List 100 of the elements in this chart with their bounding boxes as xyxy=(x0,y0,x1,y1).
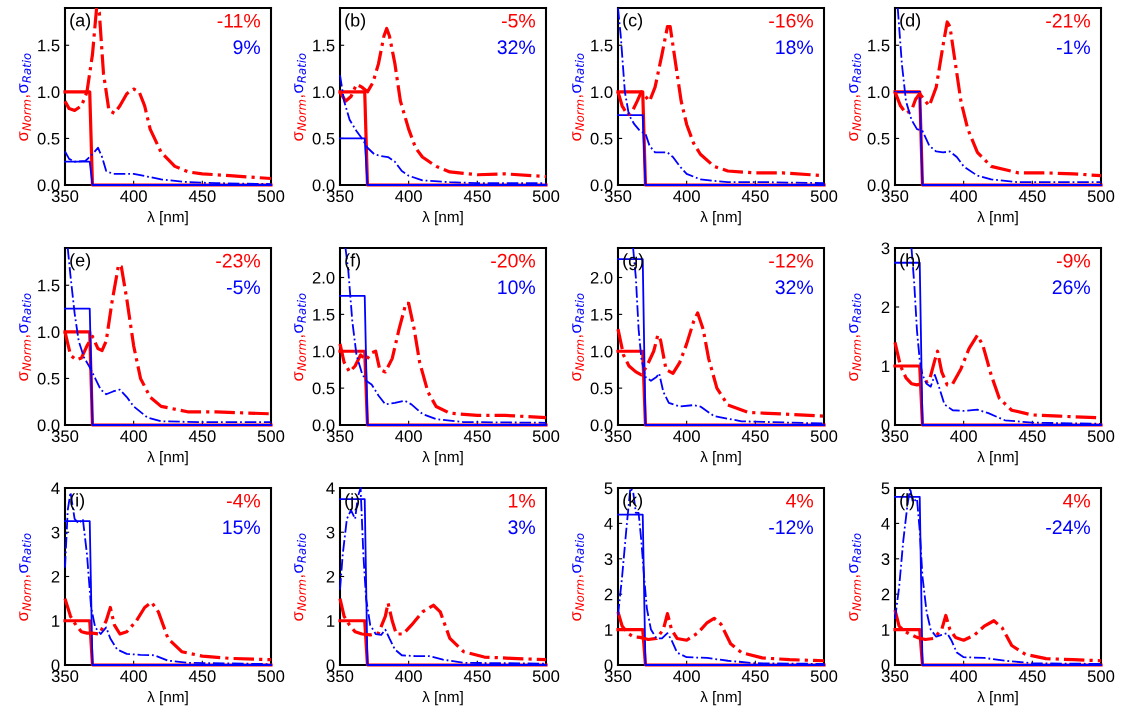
y-tick-label: 1.5 xyxy=(38,39,60,52)
x-tick-label: 400 xyxy=(120,430,147,443)
y-tick-label: 4 xyxy=(604,517,613,530)
y-tick-label: 1.5 xyxy=(591,308,613,321)
y-tick-label: 3 xyxy=(326,526,335,539)
y-axis-title: σ$_{Norm}$,σ$_{Ratio}$ xyxy=(572,53,584,141)
annotation: -24% xyxy=(1046,520,1091,535)
annotation: (d) xyxy=(900,13,921,31)
x-tick-label: 350 xyxy=(881,670,909,683)
y-tick-label: 0.0 xyxy=(590,179,613,192)
annotation: 1% xyxy=(509,493,536,508)
y-axis-title: σ$_{Norm}$,σ$_{Ratio}$ xyxy=(294,53,306,141)
y-tick-label: 0.5 xyxy=(312,382,335,395)
y-tick-label: 1.0 xyxy=(591,345,613,358)
annotation: -4% xyxy=(226,493,261,508)
y-tick-label: 1.5 xyxy=(38,279,60,292)
x-axis-title: λ [nm] xyxy=(147,210,188,226)
y-tick-label: 0.5 xyxy=(867,132,890,145)
y-tick-label: 0.0 xyxy=(312,419,335,432)
annotation: 4% xyxy=(786,493,814,508)
y-axis-title: σ$_{Norm}$,σ$_{Ratio}$ xyxy=(572,293,584,381)
y-tick-label: 2 xyxy=(604,588,613,601)
x-tick-label: 400 xyxy=(673,190,700,203)
x-tick-label: 500 xyxy=(532,670,560,683)
y-tick-label: 2 xyxy=(51,570,60,583)
x-tick-label: 450 xyxy=(188,190,216,203)
x-tick-label: 450 xyxy=(741,670,769,683)
y-tick-label: 4 xyxy=(881,517,890,530)
y-tick-label: 0.0 xyxy=(867,179,890,192)
x-tick-label: 450 xyxy=(741,190,769,203)
x-axis-title: λ [nm] xyxy=(977,450,1018,466)
x-tick-label: 500 xyxy=(532,430,560,443)
annotation: -11% xyxy=(217,13,261,28)
x-tick-label: 450 xyxy=(1018,430,1046,443)
y-tick-label: 3 xyxy=(51,526,60,539)
y-tick-label: 4 xyxy=(326,482,335,495)
y-tick-label: 2 xyxy=(326,570,335,583)
annotation: 9% xyxy=(233,40,261,55)
x-tick-label: 500 xyxy=(532,190,560,203)
y-axis-title: σ$_{Norm}$,σ$_{Ratio}$ xyxy=(19,293,31,381)
y-tick-label: 1.0 xyxy=(313,345,335,358)
x-tick-label: 350 xyxy=(604,670,632,683)
annotation: -9% xyxy=(1056,253,1091,268)
annotation: -12% xyxy=(769,253,814,268)
y-tick-label: 0 xyxy=(326,659,335,672)
y-tick-label: 1 xyxy=(327,615,335,627)
x-tick-label: 500 xyxy=(810,430,838,443)
annotation: (i) xyxy=(70,493,85,511)
annotation: -20% xyxy=(491,253,536,268)
x-tick-label: 450 xyxy=(188,430,216,443)
y-tick-label: 0.0 xyxy=(37,419,60,432)
x-tick-label: 350 xyxy=(51,430,79,443)
x-tick-label: 400 xyxy=(950,190,977,203)
annotation: -5% xyxy=(501,13,536,28)
annotation: -23% xyxy=(216,253,261,268)
annotation: (l) xyxy=(900,493,915,511)
y-axis-title: σ$_{Norm}$,σ$_{Ratio}$ xyxy=(19,533,31,621)
x-tick-label: 500 xyxy=(1087,430,1115,443)
x-tick-label: 500 xyxy=(257,670,285,683)
annotation: 4% xyxy=(1063,493,1091,508)
x-tick-label: 350 xyxy=(326,190,354,203)
x-tick-label: 400 xyxy=(673,670,700,683)
y-tick-label: 1.0 xyxy=(868,86,890,99)
y-tick-label: 0.5 xyxy=(590,132,613,145)
x-axis-title: λ [nm] xyxy=(700,690,741,706)
y-tick-label: 1.0 xyxy=(38,326,60,339)
y-tick-label: 2 xyxy=(881,301,890,314)
x-tick-label: 350 xyxy=(604,430,632,443)
y-tick-label: 2.0 xyxy=(312,271,335,284)
y-tick-label: 1.0 xyxy=(313,86,335,99)
annotation: (k) xyxy=(623,493,643,511)
y-tick-label: 3 xyxy=(604,553,613,565)
x-tick-label: 450 xyxy=(463,430,491,443)
y-axis-title: σ$_{Norm}$,σ$_{Ratio}$ xyxy=(294,533,306,621)
y-tick-label: 0.0 xyxy=(37,179,60,192)
y-axis-title: σ$_{Norm}$,σ$_{Ratio}$ xyxy=(849,293,861,381)
annotation: (a) xyxy=(70,13,91,31)
y-tick-label: 3 xyxy=(881,553,890,565)
y-tick-label: 4 xyxy=(51,482,60,495)
x-tick-label: 500 xyxy=(1087,670,1115,683)
x-tick-label: 500 xyxy=(1087,190,1115,203)
y-tick-label: 1.5 xyxy=(313,308,335,321)
x-tick-label: 450 xyxy=(463,670,491,683)
y-tick-label: 0.5 xyxy=(37,372,60,385)
y-tick-label: 1.0 xyxy=(38,86,60,99)
annotation: -16% xyxy=(769,13,814,28)
y-axis-title: σ$_{Norm}$,σ$_{Ratio}$ xyxy=(294,293,306,381)
y-tick-label: 1 xyxy=(52,615,60,627)
x-tick-label: 400 xyxy=(120,670,147,683)
y-tick-label: 0.5 xyxy=(590,382,613,395)
x-tick-label: 350 xyxy=(881,430,909,443)
y-tick-label: 0.0 xyxy=(312,179,335,192)
annotation: (c) xyxy=(623,13,643,31)
x-tick-label: 450 xyxy=(741,430,769,443)
x-axis-title: λ [nm] xyxy=(700,450,741,466)
annotation: 15% xyxy=(223,520,261,535)
x-axis-title: λ [nm] xyxy=(422,690,463,706)
x-axis-title: λ [nm] xyxy=(422,210,463,226)
x-tick-label: 500 xyxy=(257,190,285,203)
y-tick-label: 1.5 xyxy=(868,39,890,52)
